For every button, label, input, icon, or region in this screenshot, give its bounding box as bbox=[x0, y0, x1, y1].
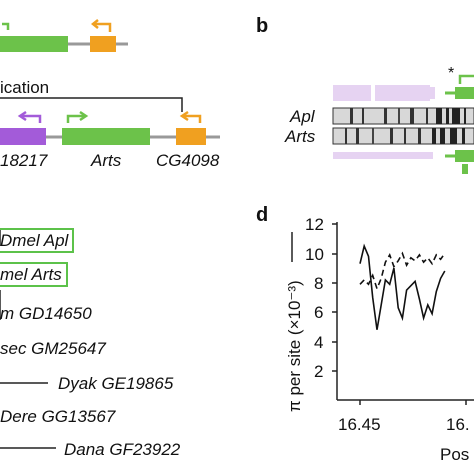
purple-gene bbox=[0, 128, 46, 145]
purple-arrow bbox=[20, 114, 42, 123]
arts-arrow bbox=[66, 114, 86, 123]
series-line-dashed bbox=[359, 251, 446, 292]
panel-b-letter: b bbox=[256, 15, 269, 37]
y-axis-label: π per site (×10⁻³) bbox=[285, 280, 304, 412]
b-green-arrow bbox=[458, 74, 474, 84]
ytick-2: 2 bbox=[314, 362, 324, 381]
cg4098-arrow bbox=[182, 114, 202, 123]
row-label-arts: Arts bbox=[285, 127, 316, 146]
top-green-arrow bbox=[2, 22, 10, 30]
gene-label-18217: 18217 bbox=[0, 151, 48, 170]
taxon-dana: Dana GF23922 bbox=[64, 440, 181, 459]
taxon-dsim: m GD14650 bbox=[0, 304, 92, 323]
x-axis-label: Pos bbox=[440, 445, 470, 464]
asterisk-mark: * bbox=[448, 65, 455, 82]
gene-label-arts: Arts bbox=[91, 151, 122, 170]
series-line-solid bbox=[359, 243, 446, 330]
arts-gene bbox=[62, 128, 150, 145]
ytick-12: 12 bbox=[305, 215, 324, 234]
gene-label-cg4098: CG4098 bbox=[156, 151, 220, 170]
taxon-dmel-arts: mel Arts bbox=[0, 262, 68, 287]
alignment-row-arts bbox=[332, 127, 474, 145]
duplication-bracket bbox=[0, 97, 183, 112]
taxon-dmel-apl: Dmel Apl bbox=[0, 228, 75, 253]
taxon-dyak: Dyak GE19865 bbox=[58, 374, 174, 393]
ytick-4: 4 bbox=[314, 333, 324, 352]
duplication-label: ication bbox=[0, 78, 50, 97]
lavender-bar-right bbox=[375, 85, 430, 101]
xtick-16: 16. bbox=[446, 415, 470, 434]
alignment-row-apl bbox=[332, 107, 474, 125]
d-plot-area bbox=[359, 243, 446, 330]
lavender-bar-left bbox=[333, 85, 371, 101]
ytick-6: 6 bbox=[314, 303, 324, 322]
top-green-gene bbox=[0, 36, 68, 52]
phylogenetic-tree bbox=[0, 228, 56, 449]
row-label-apl: Apl bbox=[290, 107, 315, 126]
ytick-10: 10 bbox=[305, 245, 324, 264]
ytick-8: 8 bbox=[314, 274, 324, 293]
b-green-gene bbox=[455, 87, 474, 99]
panel-d-letter: d bbox=[256, 204, 269, 226]
xtick-16-45: 16.45 bbox=[338, 415, 381, 434]
taxon-dere: Dere GG13567 bbox=[0, 407, 116, 426]
lavender-bar-bottom bbox=[333, 152, 433, 159]
taxon-dsec: sec GM25647 bbox=[0, 339, 106, 358]
cg4098-gene bbox=[176, 128, 206, 145]
top-orange-arrow bbox=[94, 22, 112, 32]
top-orange-gene bbox=[90, 36, 116, 52]
